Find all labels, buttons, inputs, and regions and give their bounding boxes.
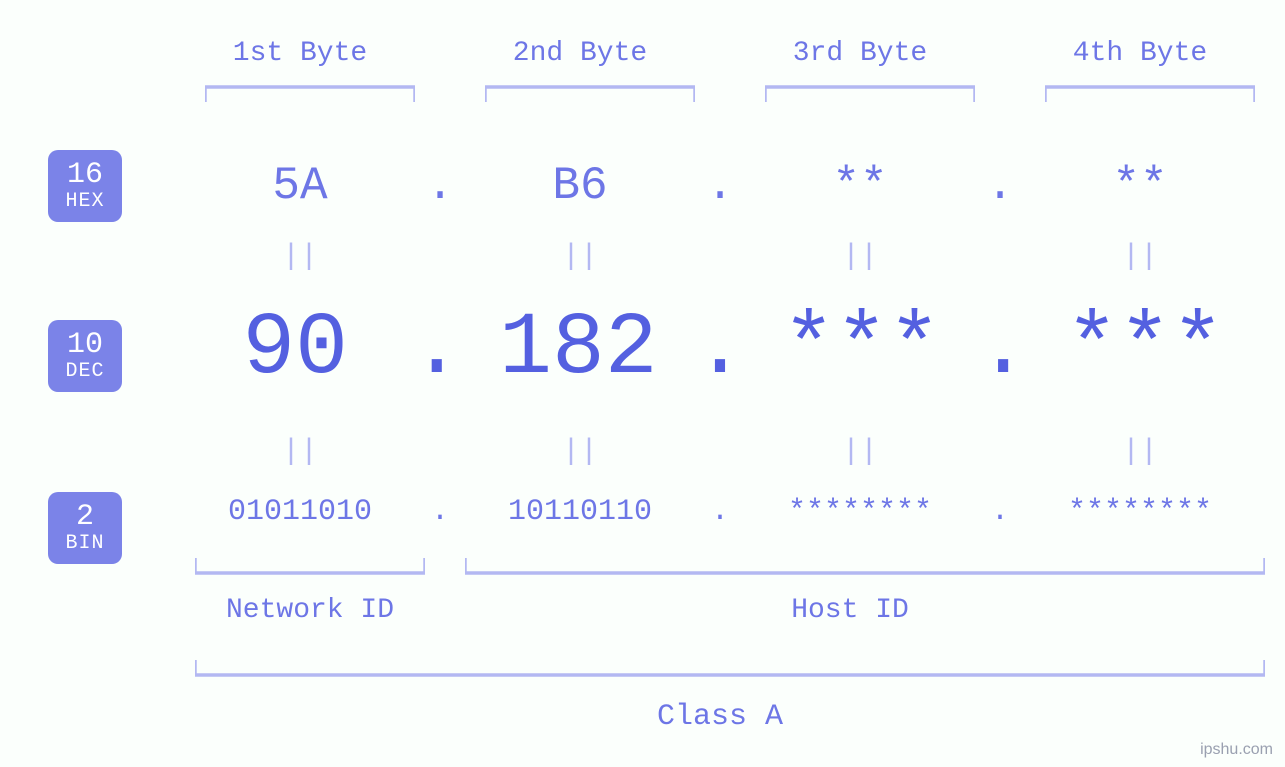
bin-dot-1: .: [420, 495, 460, 529]
dec-byte-3: ***: [746, 300, 976, 399]
dec-dot-2: .: [694, 300, 747, 399]
bin-byte-2: 10110110: [460, 495, 700, 529]
top-bracket-1: [205, 82, 415, 102]
base-badge-hex: 16 HEX: [48, 150, 122, 222]
bottom-bracket-host: [465, 558, 1265, 578]
hex-byte-3: **: [740, 160, 980, 212]
equals-row-1: || || || ||: [180, 240, 1260, 274]
eq1-1: ||: [180, 240, 420, 274]
hex-byte-4: **: [1020, 160, 1260, 212]
dec-row: 90 . 182 . *** . ***: [180, 300, 1260, 399]
byte-label-2: 2nd Byte: [460, 38, 700, 69]
base-badge-dec: 10 DEC: [48, 320, 122, 392]
eq2-1: ||: [180, 435, 420, 469]
dec-dot-3: .: [977, 300, 1030, 399]
badge-dec-num: 10: [67, 330, 103, 362]
badge-hex-txt: HEX: [65, 191, 104, 212]
eq2-2: ||: [460, 435, 700, 469]
top-bracket-3: [765, 82, 975, 102]
hex-dot-1: .: [420, 160, 460, 212]
eq1-4: ||: [1020, 240, 1260, 274]
eq2-3: ||: [740, 435, 980, 469]
dec-byte-2: 182: [463, 300, 693, 399]
badge-hex-num: 16: [67, 160, 103, 192]
bin-byte-4: ********: [1020, 495, 1260, 529]
badge-bin-num: 2: [76, 502, 94, 534]
network-id-label: Network ID: [180, 595, 440, 626]
hex-dot-2: .: [700, 160, 740, 212]
class-bracket: [195, 660, 1265, 680]
byte-labels-row: 1st Byte 2nd Byte 3rd Byte 4th Byte: [180, 38, 1260, 69]
bottom-labels-row: Network ID Host ID: [180, 595, 1260, 626]
host-id-label: Host ID: [440, 595, 1260, 626]
hex-dot-3: .: [980, 160, 1020, 212]
bottom-bracket-network: [195, 558, 425, 578]
byte-label-4: 4th Byte: [1020, 38, 1260, 69]
badge-bin-txt: BIN: [65, 533, 104, 554]
bin-byte-3: ********: [740, 495, 980, 529]
byte-label-3: 3rd Byte: [740, 38, 980, 69]
watermark: ipshu.com: [1200, 741, 1273, 759]
eq1-3: ||: [740, 240, 980, 274]
eq1-2: ||: [460, 240, 700, 274]
top-bracket-2: [485, 82, 695, 102]
equals-row-2: || || || ||: [180, 435, 1260, 469]
dec-byte-4: ***: [1030, 300, 1260, 399]
dec-byte-1: 90: [180, 300, 410, 399]
hex-byte-2: B6: [460, 160, 700, 212]
hex-byte-1: 5A: [180, 160, 420, 212]
hex-row: 5A . B6 . ** . **: [180, 160, 1260, 212]
bin-byte-1: 01011010: [180, 495, 420, 529]
bin-dot-2: .: [700, 495, 740, 529]
base-badge-bin: 2 BIN: [48, 492, 122, 564]
dec-dot-1: .: [410, 300, 463, 399]
badge-dec-txt: DEC: [65, 361, 104, 382]
byte-label-1: 1st Byte: [180, 38, 420, 69]
class-label: Class A: [180, 700, 1260, 734]
bin-row: 01011010 . 10110110 . ******** . *******…: [180, 495, 1260, 529]
top-bracket-4: [1045, 82, 1255, 102]
eq2-4: ||: [1020, 435, 1260, 469]
bin-dot-3: .: [980, 495, 1020, 529]
